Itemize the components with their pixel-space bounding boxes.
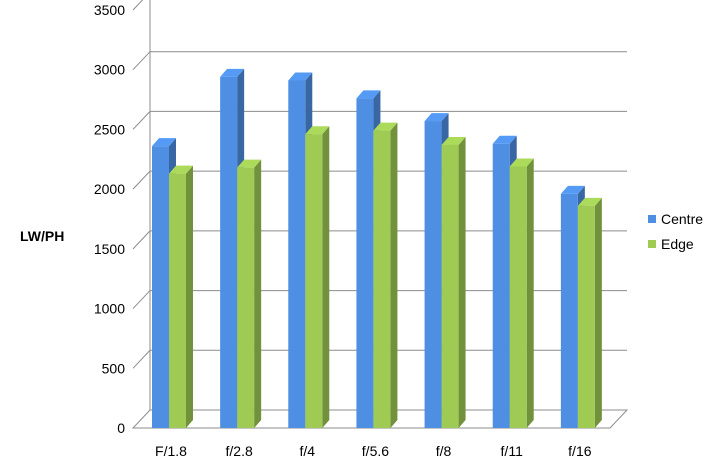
bar-edge-1 bbox=[237, 159, 262, 428]
legend-swatch-centre bbox=[648, 215, 656, 223]
gridline bbox=[132, 170, 627, 190]
x-tick-label: f/8 bbox=[436, 443, 452, 459]
x-tick-label: f/16 bbox=[568, 443, 592, 459]
y-tick-label: 3000 bbox=[94, 62, 125, 78]
gridline bbox=[132, 51, 627, 71]
legend-label-edge: Edge bbox=[661, 236, 694, 252]
x-tick-label: f/5.6 bbox=[362, 443, 389, 459]
x-tick-label: f/11 bbox=[501, 443, 524, 459]
gridlines bbox=[132, 0, 627, 410]
bar-edge-3 bbox=[373, 122, 398, 428]
legend-swatch-edge bbox=[648, 240, 656, 248]
y-axis-tick-labels: 0 500 1000 1500 2000 2500 3000 3500 bbox=[94, 2, 125, 436]
bar-edge-6 bbox=[577, 197, 602, 428]
legend: Centre Edge bbox=[648, 211, 703, 252]
gridline bbox=[132, 349, 627, 369]
x-axis-tick-labels: F/1.8 f/2.8 f/4 f/5.6 f/8 f/11 f/16 bbox=[155, 443, 592, 459]
y-tick-label: 1500 bbox=[94, 241, 125, 257]
bar-edge-4 bbox=[441, 136, 466, 428]
x-tick-label: f/2.8 bbox=[226, 443, 253, 459]
gridline bbox=[132, 110, 627, 130]
bar-edge-2 bbox=[305, 126, 330, 428]
y-tick-label: 3500 bbox=[94, 2, 125, 18]
gridline bbox=[132, 230, 627, 250]
bar-edge-5 bbox=[509, 158, 534, 429]
y-tick-label: 500 bbox=[102, 360, 126, 376]
bars bbox=[152, 68, 602, 429]
legend-label-centre: Centre bbox=[661, 211, 703, 227]
y-tick-label: 2000 bbox=[94, 181, 125, 197]
gridline bbox=[132, 0, 144, 11]
x-tick-label: f/4 bbox=[299, 443, 315, 459]
y-tick-label: 0 bbox=[117, 420, 125, 436]
x-tick-label: F/1.8 bbox=[155, 443, 187, 459]
gridline bbox=[132, 290, 627, 309]
y-tick-label: 1000 bbox=[94, 301, 125, 317]
y-tick-label: 2500 bbox=[94, 121, 125, 137]
bar-edge-0 bbox=[169, 165, 193, 429]
y-axis-label: LW/PH bbox=[20, 228, 64, 244]
